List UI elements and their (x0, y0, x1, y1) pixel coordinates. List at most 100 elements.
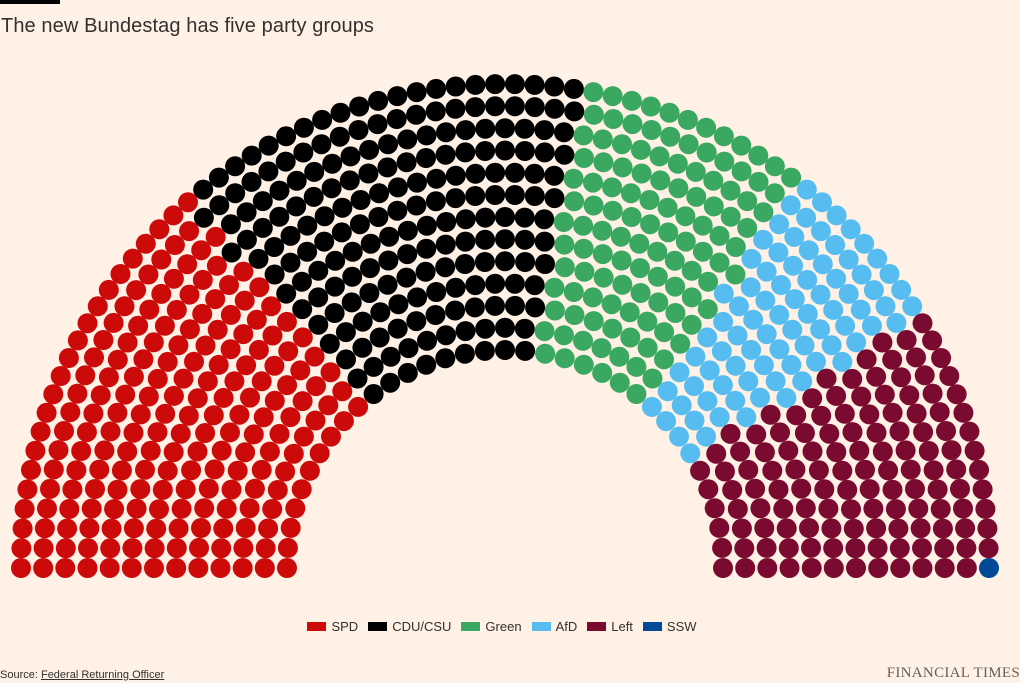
seat-left (914, 365, 935, 386)
seat-green (592, 129, 613, 150)
seat-spd (178, 192, 198, 213)
seat-afd (657, 381, 678, 402)
seat-left (885, 499, 906, 520)
seat-cdu-csu (436, 122, 456, 143)
seat-cdu-csu (286, 196, 307, 217)
seat-left (845, 538, 866, 559)
seat-afd (669, 426, 689, 447)
seat-cdu-csu (378, 134, 398, 155)
seat-left (866, 366, 887, 387)
legend-swatch-spd (307, 622, 327, 631)
seat-spd (98, 279, 119, 300)
seat-green (670, 333, 691, 354)
seat-afd (812, 192, 832, 213)
seat-spd (194, 498, 215, 519)
seat-left (953, 498, 973, 519)
seat-cdu-csu (193, 179, 214, 200)
seat-cdu-csu (436, 325, 456, 346)
seat-left (823, 558, 844, 578)
seat-spd (233, 261, 254, 282)
seat-afd (879, 264, 900, 284)
seat-cdu-csu (445, 76, 466, 97)
seat-afd (812, 254, 833, 275)
seat-cdu-csu (485, 295, 505, 316)
seat-spd (205, 226, 226, 247)
seat-green (640, 96, 661, 117)
seat-cdu-csu (435, 234, 456, 255)
seat-left (932, 518, 953, 539)
seat-green (620, 183, 641, 204)
seat-green (573, 215, 594, 236)
seat-cdu-csu (485, 96, 506, 117)
seat-left (927, 479, 948, 500)
seat-left (978, 538, 999, 559)
seat-cdu-csu (311, 134, 332, 155)
seat-green (622, 114, 643, 135)
seat-spd (261, 296, 282, 317)
seat-green (630, 283, 651, 303)
seat-cdu-csu (524, 97, 545, 118)
seat-afd (768, 242, 789, 263)
seat-left (819, 423, 840, 444)
seat-afd (891, 279, 912, 300)
seat-green (667, 153, 688, 174)
seat-spd (187, 441, 208, 462)
legend-item-cdu-csu: CDU/CSU (368, 619, 451, 634)
seat-cdu-csu (564, 101, 585, 122)
seat-afd (727, 325, 748, 346)
seat-spd (104, 499, 125, 520)
seat-spd (107, 349, 128, 370)
seat-spd (264, 390, 285, 411)
seat-afd (902, 296, 923, 317)
seat-afd (684, 410, 705, 431)
seat-cdu-csu (236, 202, 257, 223)
seat-spd (138, 264, 159, 285)
seat-cdu-csu (293, 142, 314, 163)
seat-left (826, 385, 847, 406)
seat-cdu-csu (269, 206, 290, 227)
source-link[interactable]: Federal Returning Officer (40, 669, 165, 681)
seat-cdu-csu (495, 118, 515, 139)
seat-afd (886, 312, 907, 333)
seat-cdu-csu (319, 333, 340, 354)
seat-left (837, 479, 858, 500)
seat-cdu-csu (515, 252, 536, 272)
seat-cdu-csu (297, 241, 318, 262)
seat-cdu-csu (252, 191, 273, 212)
seat-green (692, 241, 713, 262)
seat-spd (157, 460, 178, 481)
seat-afd (738, 371, 759, 392)
seat-cdu-csu (388, 294, 409, 315)
seat-left (842, 368, 863, 389)
seat-cdu-csu (495, 229, 515, 250)
seat-cdu-csu (342, 241, 363, 262)
seat-spd (81, 498, 102, 519)
seat-green (612, 134, 632, 155)
seat-left (882, 402, 903, 423)
seat-left (868, 558, 889, 578)
seat-left (720, 423, 741, 444)
seat-left (882, 479, 903, 500)
seat-spd (191, 240, 212, 261)
seat-afd (736, 407, 757, 428)
seat-cdu-csu (435, 144, 456, 165)
seat-left (866, 422, 887, 443)
seat-afd (684, 376, 704, 397)
seat-left (922, 383, 943, 404)
legend-item-left: Left (587, 619, 633, 634)
seat-spd (285, 498, 306, 519)
seat-spd (135, 233, 156, 254)
seat-spd (195, 335, 216, 356)
seat-green (626, 356, 647, 377)
seat-spd (147, 422, 168, 443)
seat-spd (280, 517, 301, 538)
seat-spd (43, 459, 64, 480)
seat-green (748, 145, 769, 166)
seat-afd (850, 299, 871, 320)
seat-cdu-csu (514, 229, 535, 250)
seat-cdu-csu (515, 340, 536, 361)
seat-cdu-csu (544, 98, 565, 119)
seat-left (890, 558, 911, 578)
seat-cdu-csu (348, 120, 369, 140)
seat-cdu-csu (514, 141, 535, 161)
